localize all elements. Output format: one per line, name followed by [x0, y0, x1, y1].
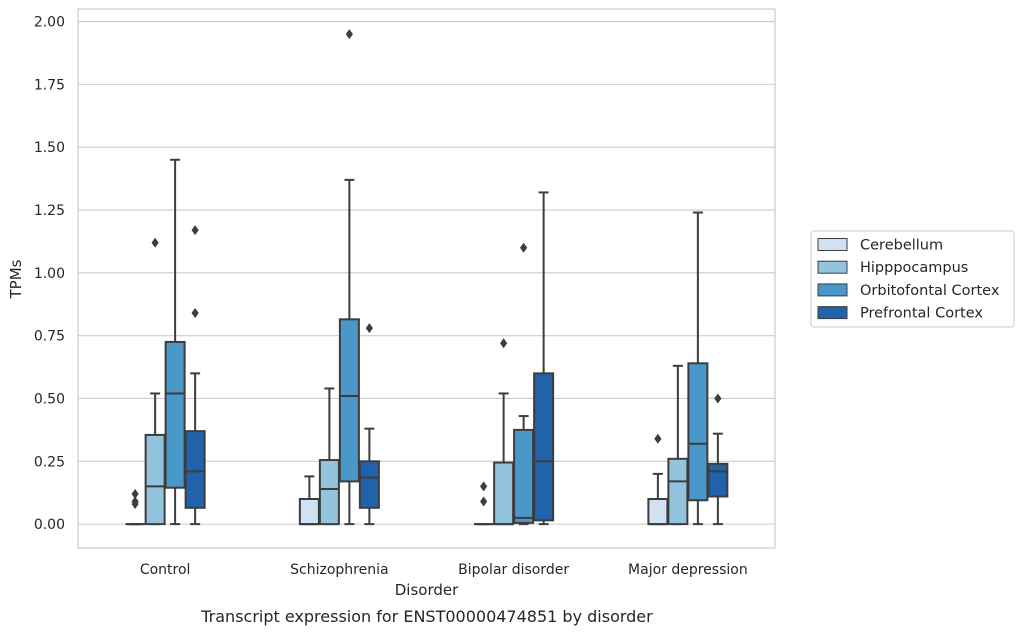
box-orbitofontal-cortex: [513, 242, 535, 526]
y-tick-label: 1.25: [34, 203, 65, 219]
iqr-box: [667, 457, 689, 526]
box-prefrontal-cortex: [707, 393, 729, 526]
box-orbitofontal-cortex: [687, 211, 709, 526]
box-hipppocampus: [144, 237, 166, 526]
legend-swatch: [817, 306, 848, 320]
iqr-box: [184, 430, 206, 509]
y-axis-title: TPMs: [7, 259, 25, 299]
outlier-point: [480, 496, 488, 507]
y-tick-label: 0.25: [34, 454, 65, 470]
iqr-box: [298, 498, 320, 526]
box-prefrontal-cortex: [184, 225, 206, 526]
outlier-point: [131, 488, 139, 499]
legend-label: Cerebellum: [860, 238, 943, 254]
outlier-point: [365, 323, 373, 334]
iqr-box: [338, 318, 360, 483]
outlier-point: [345, 29, 353, 40]
x-tick-label: Schizophrenia: [290, 562, 388, 578]
box-cerebellum: [474, 481, 494, 526]
box-cerebellum: [298, 475, 320, 526]
iqr-box: [513, 428, 535, 524]
outlier-point: [480, 481, 488, 492]
legend-swatch: [817, 283, 848, 297]
legend-swatch: [817, 260, 848, 274]
outlier-point: [714, 393, 722, 404]
iqr-box: [707, 462, 729, 498]
y-tick-label: 0.50: [34, 391, 65, 407]
box-hipppocampus: [667, 364, 689, 526]
y-tick-label: 0.75: [34, 329, 65, 345]
legend-frame: [810, 230, 1015, 328]
box-orbitofontal-cortex: [164, 158, 186, 526]
box-orbitofontal-cortex: [338, 29, 360, 526]
iqr-box: [144, 433, 166, 526]
legend: Cerebellum Hipppocampus Orbitofontal Corte…: [810, 230, 1015, 328]
iqr-box: [647, 498, 669, 526]
legend-label: Prefrontal Cortex: [860, 306, 983, 322]
iqr-box: [318, 459, 340, 526]
legend-label: Orbitofontal Cortex: [860, 283, 1000, 299]
x-tick-label: Bipolar disorder: [458, 562, 569, 578]
outlier-point: [500, 338, 508, 349]
box-prefrontal-cortex: [533, 191, 555, 526]
outlier-point: [191, 225, 199, 236]
x-axis-title: Disorder: [395, 581, 459, 599]
legend-label: Hipppocampus: [860, 260, 968, 276]
iqr-box: [687, 362, 709, 502]
iqr-box: [493, 461, 515, 526]
y-tick-label: 1.50: [34, 140, 65, 156]
x-axis-ticks: Control Schizophrenia Bipolar disorder Majo…: [140, 562, 748, 578]
box-hipppocampus: [318, 387, 340, 526]
x-tick-label: Control: [140, 562, 191, 578]
chart-caption: Transcript expression for ENST0000047485…: [200, 607, 653, 626]
outlier-point: [520, 242, 528, 253]
y-tick-label: 2.00: [34, 15, 65, 31]
x-tick-label: Major depression: [628, 562, 748, 578]
legend-swatch: [817, 238, 848, 251]
outlier-point: [131, 496, 139, 507]
box-prefrontal-cortex: [358, 323, 380, 526]
y-axis-ticks: 0.00 0.25 0.50 0.75 1.00 1.25 1.50 1.75 2.00: [34, 15, 65, 534]
plot-frame: [77, 8, 776, 549]
y-tick-label: 0.00: [34, 517, 65, 533]
iqr-box: [358, 460, 380, 509]
iqr-box: [533, 372, 555, 522]
y-tick-label: 1.75: [34, 77, 65, 93]
outlier-point: [191, 308, 199, 319]
box-series: [125, 29, 729, 526]
iqr-box: [164, 340, 186, 489]
y-tick-label: 1.00: [34, 266, 65, 282]
outlier-point: [151, 237, 159, 248]
outlier-point: [654, 433, 662, 444]
box-cerebellum: [125, 488, 145, 526]
box-hipppocampus: [493, 338, 515, 526]
box-cerebellum: [647, 433, 669, 526]
